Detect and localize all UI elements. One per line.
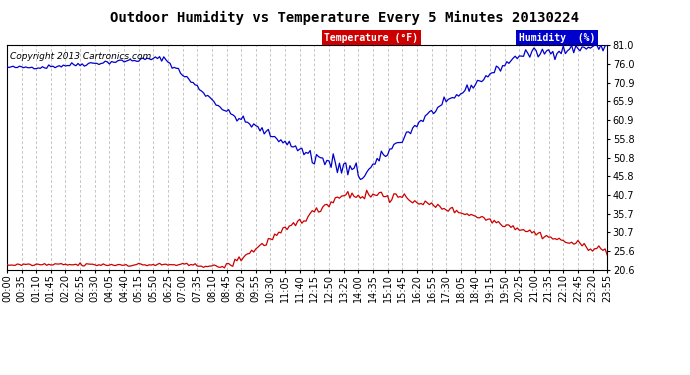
Text: Copyright 2013 Cartronics.com: Copyright 2013 Cartronics.com [10,52,151,61]
Text: Outdoor Humidity vs Temperature Every 5 Minutes 20130224: Outdoor Humidity vs Temperature Every 5 … [110,11,580,26]
Text: Temperature (°F): Temperature (°F) [324,33,418,43]
Text: Humidity  (%): Humidity (%) [519,33,595,43]
